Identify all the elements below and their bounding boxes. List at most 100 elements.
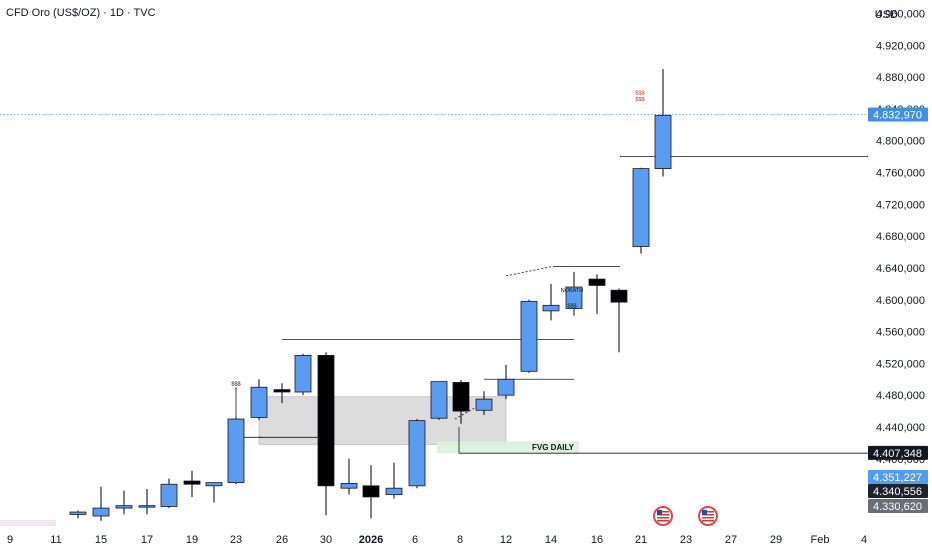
price-tag-label: 4.351,227 (873, 472, 922, 484)
y-tick-label: 4.960,000 (876, 9, 925, 21)
y-tick-label: 4.520,000 (876, 358, 925, 370)
candle-body (294, 355, 312, 393)
liquidity-marker: $$$ (635, 91, 644, 97)
y-tick-label: 4.640,000 (876, 263, 925, 275)
price-tag-bg (868, 484, 928, 498)
flag-ring (653, 506, 673, 526)
liquidity-marker: $$$ (567, 304, 576, 310)
y-tick-label: 4.560,000 (876, 327, 925, 339)
candle-body (565, 286, 583, 309)
candle-body (430, 381, 448, 419)
price-tag-bg (868, 107, 928, 122)
liquidity-marker: $$$ (635, 97, 644, 103)
bearish-candle (610, 288, 628, 353)
price-tag-label: 4.330,620 (873, 501, 922, 513)
x-tick-label: 23 (230, 534, 242, 546)
flag-stripe (702, 514, 714, 516)
scroll-indicator (0, 520, 56, 526)
candle-body (317, 355, 335, 487)
flag-stripe (702, 511, 714, 513)
candle-body (250, 386, 268, 418)
bullish-candle (205, 482, 223, 503)
price-tag-label: 4.407,348 (873, 448, 922, 460)
bearish-candle (317, 352, 335, 516)
chart-title: CFD Oro (US$/OZ) · 1D · TVC (6, 7, 156, 19)
x-tick-label: 15 (95, 534, 107, 546)
candle-body (475, 398, 493, 411)
x-tick-label: 14 (545, 534, 557, 546)
liquidity-marker: NOBATH (561, 288, 584, 294)
candle-body (115, 505, 133, 509)
x-tick-label: 27 (725, 534, 737, 546)
candle-body (183, 480, 201, 485)
us-flag-icon (653, 506, 673, 526)
candle-body (497, 378, 515, 396)
price-tag: 4.340,556 (868, 484, 928, 498)
bullish-candle (542, 283, 560, 321)
bullish-candle (408, 419, 426, 489)
bullish-candle (227, 417, 245, 485)
flag-stripe (657, 514, 669, 516)
bearish-candle (273, 383, 291, 404)
bullish-candle (115, 490, 133, 515)
price-tag: 4.407,348 (868, 445, 928, 460)
bullish-candle (340, 458, 358, 495)
y-tick-label: 4.880,000 (876, 72, 925, 84)
candle-body (588, 278, 606, 286)
x-tick-label: 26 (276, 534, 288, 546)
candle-body (160, 483, 178, 507)
candle-body (227, 418, 245, 484)
candle-body (520, 300, 538, 372)
x-tick-label: 11 (50, 534, 61, 546)
bullish-candle (92, 486, 110, 521)
y-tick-label: 4.800,000 (876, 136, 925, 148)
x-tick-label: 17 (141, 534, 153, 546)
y-tick-label: 4.680,000 (876, 231, 925, 243)
bullish-candle (632, 167, 650, 254)
flag-canton (702, 510, 707, 515)
candle-body (610, 289, 628, 303)
flag-stripe (702, 517, 714, 519)
bullish-candle (565, 271, 583, 316)
bullish-candle (430, 381, 448, 420)
bullish-candle (475, 391, 493, 416)
dotted-line (505, 265, 554, 277)
candle-body (138, 505, 156, 508)
flag-ring (698, 506, 718, 526)
x-tick-label: 2026 (359, 534, 383, 546)
price-tag: 4.330,620 (868, 499, 928, 513)
candle-body (632, 168, 650, 247)
bullish-candle (69, 510, 87, 519)
candle-body (205, 482, 223, 487)
bearish-candle (588, 274, 606, 315)
candle-body (452, 382, 470, 412)
x-tick-label: 29 (770, 534, 782, 546)
flag-canton (657, 510, 662, 515)
y-tick-label: 4.440,000 (876, 422, 925, 434)
flag-stripe (657, 520, 669, 522)
price-tag-bg (868, 499, 928, 513)
bullish-candle (520, 299, 538, 373)
x-tick-label: 9 (7, 534, 13, 546)
x-tick-label: 6 (412, 534, 418, 546)
candle-body (273, 389, 291, 393)
fvg-daily-label: FVG DAILY (532, 443, 575, 452)
candle-body (385, 487, 403, 495)
currency-label[interactable]: USD (874, 9, 898, 21)
bullish-candle (138, 488, 156, 515)
candle-body (92, 507, 110, 517)
y-tick-label: 4.760,000 (876, 168, 925, 180)
bullish-candle (160, 478, 178, 509)
candle-body (654, 114, 672, 169)
candle-body (408, 420, 426, 487)
x-tick-label: 8 (457, 534, 463, 546)
bearish-candle (183, 470, 201, 497)
x-tick-label: 16 (591, 534, 603, 546)
flag-stripe (657, 511, 669, 513)
x-tick-label: Feb (811, 534, 830, 546)
price-tag-bg (868, 470, 928, 484)
price-tag-label: 4.832,970 (873, 110, 922, 122)
candle-body (340, 483, 358, 489)
y-tick-label: 4.920,000 (876, 40, 925, 52)
